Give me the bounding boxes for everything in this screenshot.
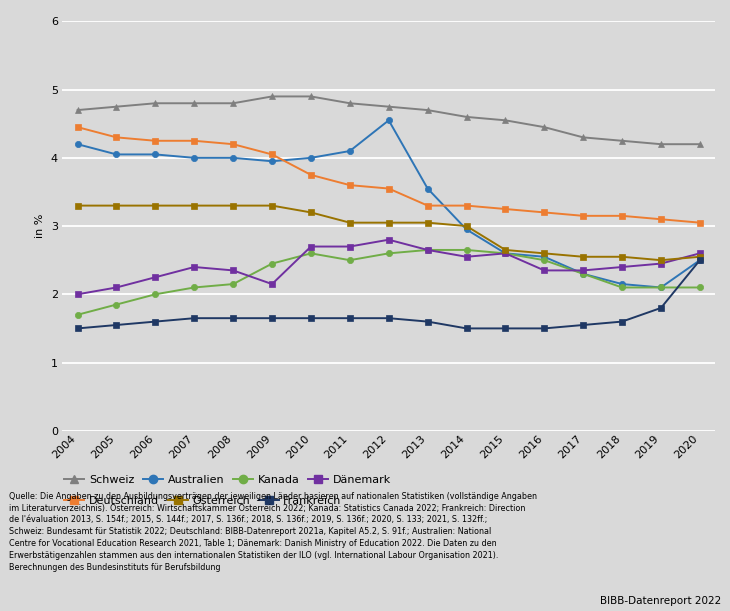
- Text: BIBB-Datenreport 2022: BIBB-Datenreport 2022: [600, 596, 721, 606]
- Legend: Deutschland, Österreich, Frankreich: Deutschland, Österreich, Frankreich: [64, 496, 342, 506]
- Y-axis label: in %: in %: [35, 214, 45, 238]
- Text: Quelle: Die Angaben zu den Ausbildungsverträgen der jeweiligen Länder basieren a: Quelle: Die Angaben zu den Ausbildungsve…: [9, 492, 537, 572]
